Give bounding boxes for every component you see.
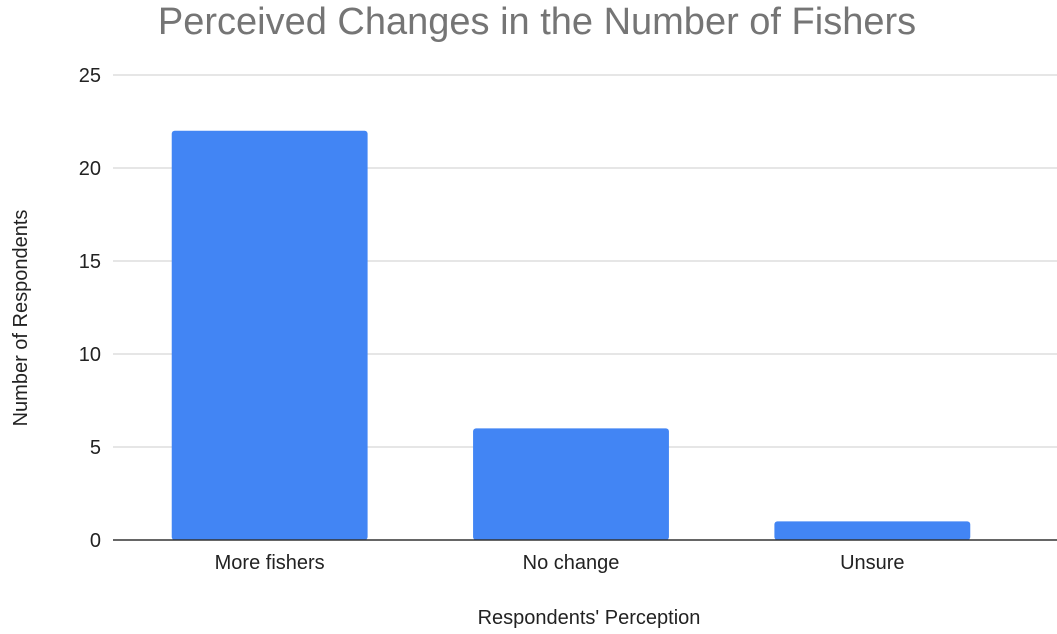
y-tick-label: 0 xyxy=(90,530,101,552)
bars xyxy=(171,130,971,541)
y-axis-ticks: 0 5 10 15 20 25 xyxy=(79,65,101,552)
y-tick-label: 15 xyxy=(79,251,101,273)
x-axis-label: Respondents' Perception xyxy=(478,607,701,629)
x-axis-ticks: More fishers No change Unsure xyxy=(215,552,905,574)
x-tick-label: More fishers xyxy=(215,552,325,574)
x-tick-label: Unsure xyxy=(840,552,904,574)
y-tick-label: 10 xyxy=(79,344,101,366)
y-axis-label: Number of Respondents xyxy=(10,210,32,427)
bar-no-change xyxy=(473,428,669,540)
y-tick-label: 20 xyxy=(79,158,101,180)
y-tick-label: 5 xyxy=(90,437,101,459)
bar-more-fishers xyxy=(171,130,368,541)
chart-title: Perceived Changes in the Number of Fishe… xyxy=(158,1,916,43)
y-tick-label: 25 xyxy=(79,65,101,87)
bar-unsure xyxy=(774,521,971,540)
x-tick-label: No change xyxy=(523,552,620,574)
